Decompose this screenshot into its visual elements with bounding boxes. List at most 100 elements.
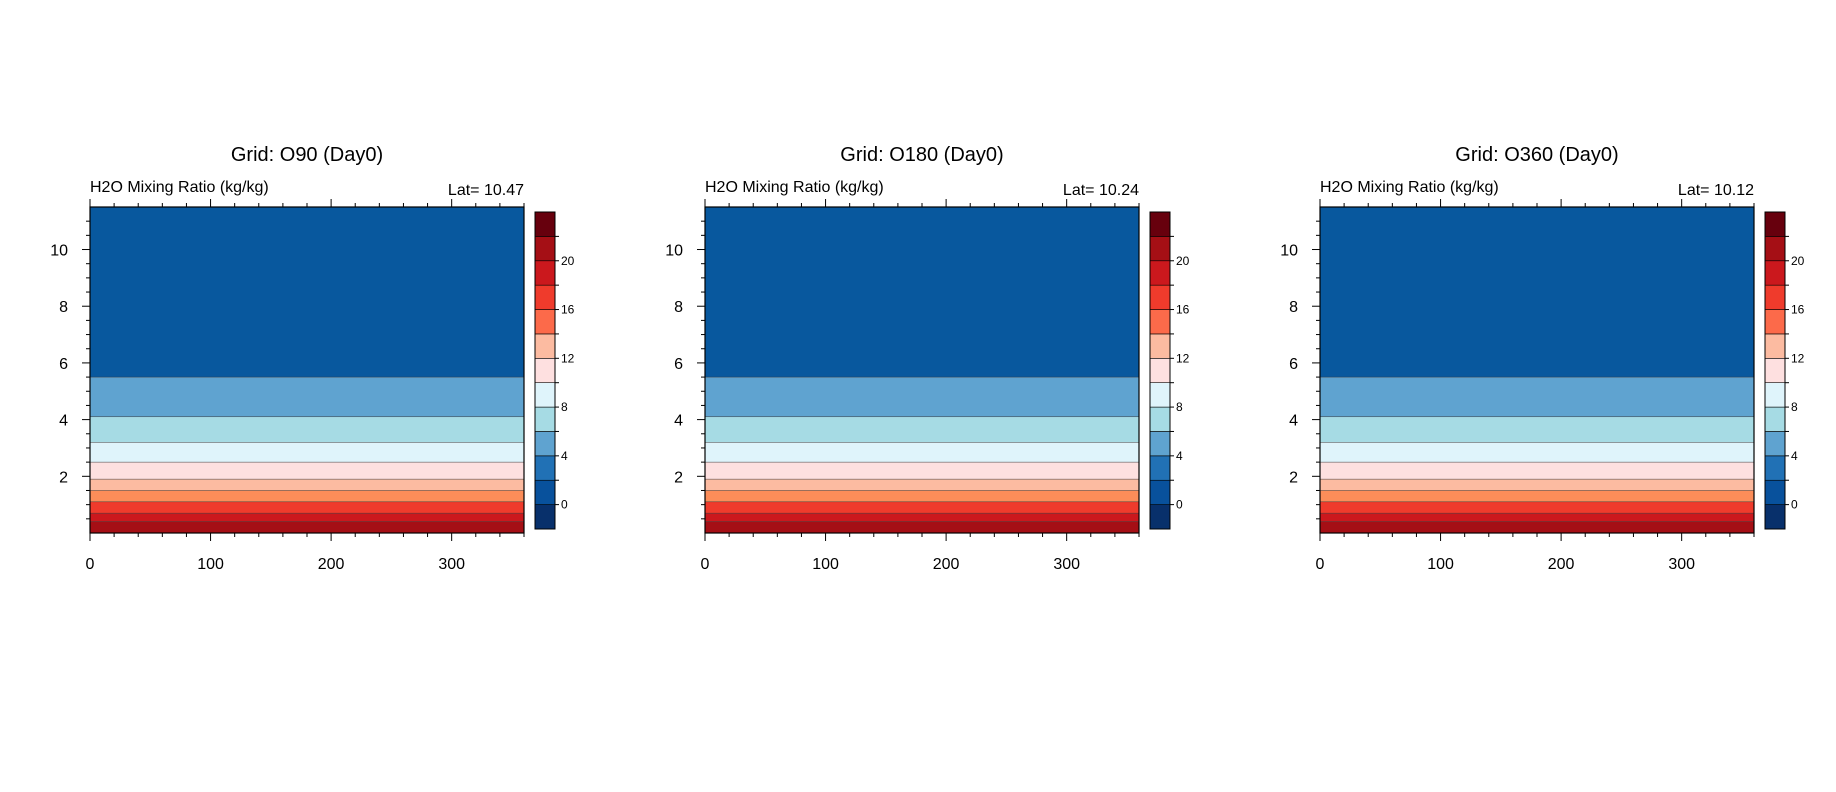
colorbar-box xyxy=(1149,406,1171,432)
x-tick-label: 200 xyxy=(318,556,345,573)
colorbar-box xyxy=(1764,504,1786,530)
colorbar-label: 20 xyxy=(1176,254,1190,268)
contour-band xyxy=(1320,207,1754,378)
colorbar-box xyxy=(534,406,556,432)
contour-band xyxy=(90,513,524,522)
contour-band xyxy=(90,442,524,463)
colorbar-label: 8 xyxy=(1791,400,1798,414)
colorbar-box xyxy=(1764,431,1786,457)
colorbar-box xyxy=(1149,260,1171,286)
x-tick-label: 300 xyxy=(438,556,465,573)
colorbar-label: 0 xyxy=(1791,498,1798,512)
contour-band xyxy=(1320,479,1754,491)
colorbar-box xyxy=(534,455,556,481)
colorbar-box xyxy=(1149,236,1171,262)
colorbar-label: 20 xyxy=(561,254,575,268)
colorbar-label: 16 xyxy=(1791,303,1805,317)
colorbar-box xyxy=(1764,333,1786,359)
colorbar-label: 8 xyxy=(561,400,568,414)
y-tick-label: 4 xyxy=(1289,413,1298,430)
latitude-label: Lat= 10.24 xyxy=(1063,182,1139,199)
contour-band xyxy=(705,442,1139,463)
colorbar-box xyxy=(1764,406,1786,432)
contour-band xyxy=(90,490,524,502)
contour-band xyxy=(90,462,524,480)
y-tick-label: 10 xyxy=(1280,243,1298,260)
contour-band xyxy=(1320,521,1754,533)
colorbar-frame xyxy=(1149,211,1171,530)
y-tick-label: 8 xyxy=(674,299,683,316)
contour-band xyxy=(705,513,1139,522)
colorbar-label: 0 xyxy=(561,498,568,512)
colorbar-box xyxy=(1149,504,1171,530)
contour-band xyxy=(1320,377,1754,417)
colorbar-box xyxy=(534,284,556,310)
panel-title: Grid: O90 (Day0) xyxy=(231,144,383,166)
colorbar-box xyxy=(1764,455,1786,481)
contour-band xyxy=(705,207,1139,378)
y-tick-label: 10 xyxy=(50,243,68,260)
colorbar-box xyxy=(1149,333,1171,359)
colorbar-box xyxy=(534,333,556,359)
y-tick-label: 2 xyxy=(59,469,68,486)
contour-band xyxy=(1320,490,1754,502)
contour-band xyxy=(90,501,524,514)
variable-label: H2O Mixing Ratio (kg/kg) xyxy=(1320,179,1499,196)
colorbar-box xyxy=(1764,236,1786,262)
colorbar-box xyxy=(534,309,556,335)
latitude-label: Lat= 10.47 xyxy=(448,182,524,199)
contour-band xyxy=(1320,442,1754,463)
colorbar-label: 4 xyxy=(561,449,568,463)
contour-band xyxy=(705,377,1139,417)
colorbar-box xyxy=(534,211,556,237)
colorbar-label: 12 xyxy=(1176,351,1190,365)
colorbar-box xyxy=(1149,284,1171,310)
colorbar-label: 0 xyxy=(1176,498,1183,512)
x-tick-label: 100 xyxy=(197,556,224,573)
contour-band xyxy=(1320,513,1754,522)
colorbar-box xyxy=(1149,455,1171,481)
y-tick-label: 2 xyxy=(1289,469,1298,486)
contour-band xyxy=(90,416,524,443)
colorbar-label: 16 xyxy=(561,303,575,317)
panel-2: Grid: O180 (Day0) H2O Mixing Ratio (kg/kg… xyxy=(665,144,1189,573)
x-tick-label: 0 xyxy=(701,556,710,573)
panel-1: Grid: O90 (Day0) H2O Mixing Ratio (kg/kg)… xyxy=(50,144,574,573)
x-tick-label: 300 xyxy=(1053,556,1080,573)
colorbar-box xyxy=(1149,309,1171,335)
colorbar-box xyxy=(1764,284,1786,310)
x-tick-label: 200 xyxy=(933,556,960,573)
y-tick-label: 4 xyxy=(674,413,683,430)
y-tick-label: 10 xyxy=(665,243,683,260)
colorbar-box xyxy=(534,431,556,457)
colorbar-box xyxy=(1764,260,1786,286)
y-tick-label: 4 xyxy=(59,413,68,430)
colorbar-box xyxy=(1764,382,1786,408)
colorbar-label: 20 xyxy=(1791,254,1805,268)
colorbar-box xyxy=(534,479,556,505)
colorbar-label: 4 xyxy=(1176,449,1183,463)
x-tick-label: 0 xyxy=(1316,556,1325,573)
colorbar-label: 12 xyxy=(561,351,575,365)
y-tick-label: 8 xyxy=(1289,299,1298,316)
x-tick-label: 300 xyxy=(1668,556,1695,573)
contour-band xyxy=(90,521,524,533)
variable-label: H2O Mixing Ratio (kg/kg) xyxy=(90,179,269,196)
colorbar-box xyxy=(1149,211,1171,237)
colorbar-label: 16 xyxy=(1176,303,1190,317)
x-tick-label: 0 xyxy=(86,556,95,573)
panel-title: Grid: O180 (Day0) xyxy=(840,144,1003,166)
x-tick-label: 100 xyxy=(812,556,839,573)
colorbar-box xyxy=(1149,479,1171,505)
contour-band xyxy=(1320,501,1754,514)
contour-band xyxy=(705,416,1139,443)
latitude-label: Lat= 10.12 xyxy=(1678,182,1754,199)
colorbar-box xyxy=(534,236,556,262)
contour-band xyxy=(90,207,524,378)
colorbar-label: 8 xyxy=(1176,400,1183,414)
colorbar-box xyxy=(1764,358,1786,383)
x-tick-label: 200 xyxy=(1548,556,1575,573)
colorbar-frame xyxy=(534,211,556,530)
